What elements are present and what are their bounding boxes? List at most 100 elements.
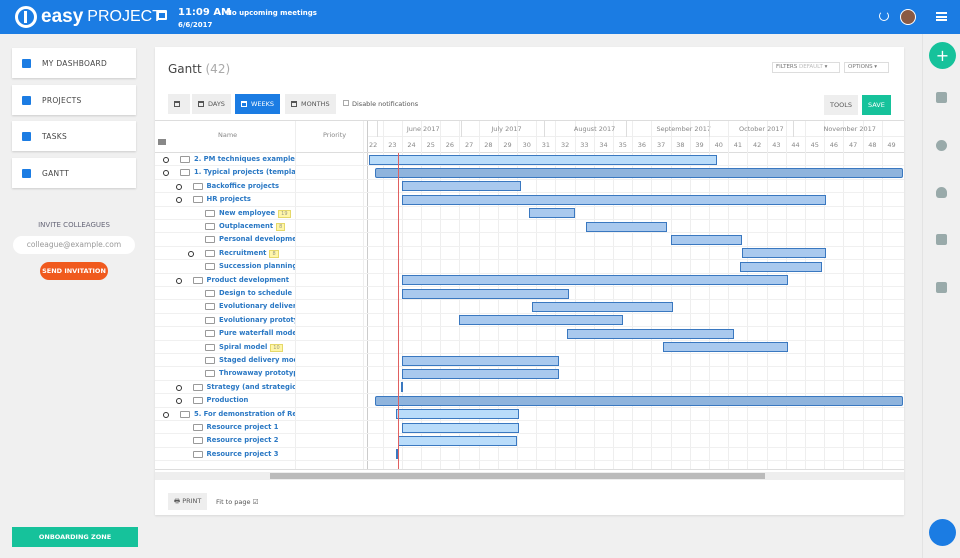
project-name-link[interactable]: Resource project 1 xyxy=(207,423,279,431)
project-name-link[interactable]: 2. PM techniques examples xyxy=(194,155,295,163)
nav-tasks[interactable]: TASKS xyxy=(12,121,136,151)
horizontal-scrollbar[interactable] xyxy=(155,472,904,480)
project-name-link[interactable]: HR projects xyxy=(207,195,251,203)
table-row[interactable]: Outplacement 8 xyxy=(155,220,904,234)
project-name-link[interactable]: Design to schedule model xyxy=(219,289,295,297)
table-row[interactable]: 1. Typical projects (templates) xyxy=(155,166,904,180)
column-priority[interactable]: Priority xyxy=(323,131,347,139)
project-name[interactable]: Product development xyxy=(206,275,290,284)
gantt-bar[interactable] xyxy=(528,208,575,219)
power-icon[interactable] xyxy=(879,11,889,21)
chat-icon[interactable] xyxy=(929,519,956,546)
project-name[interactable]: Resource project 3 xyxy=(206,449,279,458)
table-row[interactable]: Succession planning xyxy=(155,260,904,274)
checklist-icon[interactable] xyxy=(936,234,947,245)
gantt-bar[interactable] xyxy=(397,435,517,446)
disable-notifications-checkbox[interactable]: Disable notifications xyxy=(343,100,418,108)
project-name[interactable]: 5. For demonstration of Resource managem… xyxy=(194,409,295,418)
avatar[interactable] xyxy=(900,9,916,25)
scrollbar-thumb[interactable] xyxy=(270,473,765,479)
options-dropdown[interactable]: OPTIONS ▾ xyxy=(844,62,889,73)
project-name-link[interactable]: Product development xyxy=(207,276,290,284)
project-name-link[interactable]: Spiral model 10 xyxy=(219,343,283,352)
project-name-link[interactable]: Pure waterfall model xyxy=(219,329,295,337)
logo[interactable]: easy PROJECT xyxy=(15,6,162,28)
table-row[interactable]: Backoffice projects xyxy=(155,180,904,194)
gantt-bar[interactable] xyxy=(566,328,734,339)
gantt-bar[interactable] xyxy=(401,368,560,379)
project-name[interactable]: Evolutionary prototyping xyxy=(219,315,295,324)
meetings-status[interactable]: No upcoming meetings xyxy=(226,9,317,17)
flag-icon[interactable] xyxy=(936,92,947,103)
gantt-bar[interactable] xyxy=(401,422,519,433)
project-name-link[interactable]: 5. For demonstration of Resource managem… xyxy=(194,410,295,418)
project-name[interactable]: HR projects xyxy=(206,195,251,204)
table-row[interactable]: Design to schedule model xyxy=(155,287,904,301)
gantt-bar[interactable] xyxy=(739,261,823,272)
tools-button[interactable]: TOOLS xyxy=(824,95,858,115)
gantt-bar[interactable] xyxy=(369,154,717,165)
table-row[interactable]: Evolutionary prototyping xyxy=(155,314,904,328)
project-name-link[interactable]: Personal development xyxy=(219,235,295,243)
project-name-link[interactable]: New employee 19 xyxy=(219,209,291,218)
collapse-icon[interactable] xyxy=(175,277,182,284)
collapse-icon[interactable] xyxy=(175,197,182,204)
project-name[interactable]: Throwaway prototyping xyxy=(219,369,295,378)
project-name[interactable]: Resource project 1 xyxy=(206,423,279,431)
user-icon[interactable] xyxy=(936,140,947,151)
onboarding-zone-button[interactable]: ONBOARDING ZONE xyxy=(12,527,138,547)
expand-icon[interactable] xyxy=(163,157,169,163)
project-name[interactable]: Personal development xyxy=(219,235,295,244)
project-name[interactable]: 2. PM techniques examples xyxy=(194,155,295,163)
nav-my-dashboard[interactable]: MY DASHBOARD xyxy=(12,48,136,78)
table-row[interactable]: New employee 19 xyxy=(155,207,904,220)
project-name-link[interactable]: Throwaway prototyping xyxy=(219,369,295,377)
project-name[interactable]: Backoffice projects xyxy=(206,181,280,190)
gantt-bar[interactable] xyxy=(401,355,560,366)
gantt-bar[interactable] xyxy=(662,342,788,353)
gantt-bar[interactable] xyxy=(670,234,742,245)
gantt-bar[interactable] xyxy=(400,382,403,393)
table-row[interactable]: Spiral model 10 xyxy=(155,341,904,354)
project-name[interactable]: 1. Typical projects (templates) xyxy=(194,168,295,177)
collapse-icon[interactable] xyxy=(163,411,169,418)
project-name[interactable]: Recruitment xyxy=(219,248,267,257)
project-name[interactable]: Pure waterfall model xyxy=(219,329,295,338)
nav-projects[interactable]: PROJECTS xyxy=(12,85,136,115)
table-row[interactable]: Resource project 1 xyxy=(155,421,904,435)
expand-icon[interactable] xyxy=(175,384,182,391)
project-name[interactable]: Staged delivery model xyxy=(219,356,295,364)
gantt-bar[interactable] xyxy=(532,301,673,312)
gantt-bar[interactable] xyxy=(396,409,519,420)
collapse-icon[interactable] xyxy=(163,170,169,177)
gantt-bar[interactable] xyxy=(401,275,788,286)
project-name[interactable]: Strategy (and strategic projects) xyxy=(206,382,296,391)
table-row[interactable]: Evolutionary delivery model xyxy=(155,300,904,314)
fit-to-page-checkbox[interactable]: Fit to page ☑ xyxy=(216,498,259,506)
expand-icon[interactable] xyxy=(175,398,182,405)
project-name[interactable]: Succession planning xyxy=(219,262,295,271)
gantt-bar[interactable] xyxy=(374,167,903,178)
gantt-bar[interactable] xyxy=(401,181,521,192)
gantt-bar[interactable] xyxy=(374,395,903,406)
expand-icon[interactable] xyxy=(175,183,182,190)
table-row[interactable]: 2. PM techniques examples xyxy=(155,153,904,167)
save-button[interactable]: SAVE xyxy=(862,95,891,115)
table-row[interactable]: 5. For demonstration of Resource managem… xyxy=(155,408,904,421)
project-name-link[interactable]: Backoffice projects xyxy=(207,182,280,190)
add-icon[interactable]: + xyxy=(929,42,956,69)
gantt-bar[interactable] xyxy=(741,248,827,259)
project-name[interactable]: New employee xyxy=(219,208,276,217)
project-name-link[interactable]: Staged delivery model xyxy=(219,356,295,364)
comment-icon[interactable] xyxy=(936,282,947,293)
table-row[interactable]: Personal development xyxy=(155,233,904,247)
print-button[interactable]: 🖶 PRINT xyxy=(168,493,208,510)
invite-email-input[interactable]: colleague@example.com xyxy=(13,236,135,254)
project-name-link[interactable]: Evolutionary prototyping xyxy=(219,316,295,324)
gantt-bar[interactable] xyxy=(396,449,399,460)
table-row[interactable]: Product development xyxy=(155,274,904,287)
calendar-icon[interactable] xyxy=(157,10,167,20)
project-name[interactable]: Outplacement xyxy=(219,222,274,230)
table-row[interactable]: HR projects xyxy=(155,193,904,207)
nav-gantt[interactable]: GANTT xyxy=(12,158,136,188)
